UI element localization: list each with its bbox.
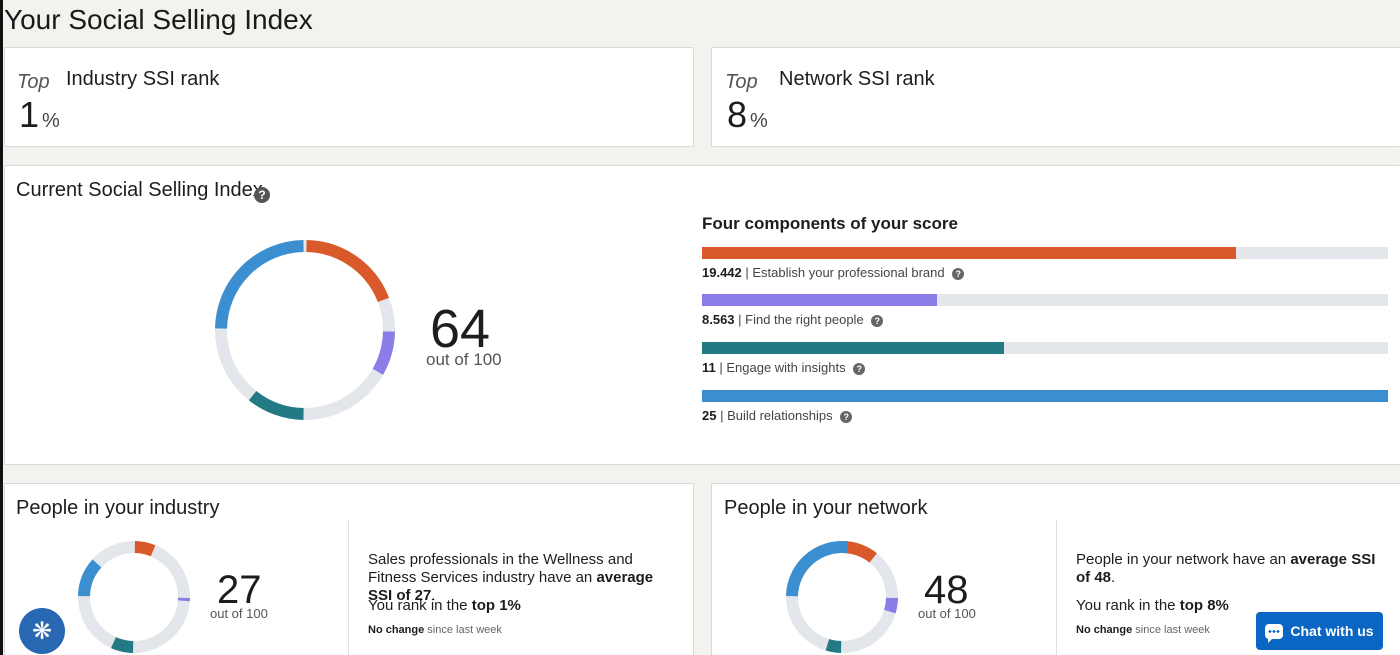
component-value: 25 (702, 408, 717, 423)
industry-people-card (4, 483, 694, 655)
left-edge-border (0, 0, 3, 655)
industry-description: Sales professionals in the Wellness and … (368, 551, 678, 605)
network-description: People in your network have an average S… (1076, 551, 1381, 587)
component-bar-fill (702, 247, 1236, 259)
industry-rank-prefix: You rank in the (368, 597, 472, 614)
network-donut-segments (786, 541, 898, 653)
current-ssi-out-of: out of 100 (426, 350, 502, 369)
donut-segment (78, 559, 102, 597)
industry-change-period: since last week (424, 624, 502, 636)
industry-change-status: No change (368, 624, 425, 636)
component-bar-fill (702, 390, 1388, 402)
help-icon[interactable]: ? (952, 268, 965, 280)
help-icon[interactable]: ? (853, 363, 866, 375)
donut-segment (372, 331, 395, 375)
industry-description-end: . (431, 587, 436, 604)
network-rank-number: 8 (727, 94, 748, 135)
component-label: 19.442 | Establish your professional bra… (702, 265, 965, 280)
current-ssi-title: Current Social Selling Index (16, 179, 263, 202)
floating-action-button[interactable]: ❋ (19, 608, 65, 654)
current-ssi-donut (215, 240, 395, 420)
network-rank-top: top 8% (1179, 597, 1229, 614)
network-donut (786, 541, 898, 653)
industry-average: average SSI of 27 (368, 569, 654, 604)
component-label: 25 | Build relationships ? (702, 408, 853, 423)
components-heading: Four components of your score (702, 214, 958, 233)
network-rank-top-label: Top (725, 71, 758, 93)
component-value: 8.563 (702, 312, 735, 327)
industry-description-text: Sales professionals in the Wellness and … (368, 551, 633, 586)
component-bar-track (702, 342, 1388, 354)
industry-rank-top-label: Top (17, 71, 50, 93)
network-rank-label: Network SSI rank (779, 68, 935, 90)
network-change-period: since last week (1132, 624, 1210, 636)
industry-out-of: out of 100 (210, 606, 268, 621)
component-bar-track (702, 247, 1388, 259)
network-people-title: People in your network (724, 497, 928, 519)
network-divider (1056, 520, 1057, 655)
chat-with-us-label: Chat with us (1290, 623, 1374, 639)
industry-change-line: No change since last week (368, 624, 502, 636)
donut-segment (111, 637, 134, 653)
component-label: 11 | Engage with insights ? (702, 360, 866, 375)
network-rank-card: Top Network SSI rank 8% (711, 47, 1400, 147)
current-ssi-score: 64 (430, 299, 491, 359)
component-value: 11 (702, 360, 716, 375)
component-bar-track (702, 390, 1388, 402)
current-ssi-donut-segments (215, 240, 395, 420)
donut-segment (842, 541, 877, 563)
network-change-status: No change (1076, 624, 1133, 636)
industry-donut (78, 541, 190, 653)
donut-segment (248, 390, 304, 420)
help-icon[interactable]: ? (871, 315, 884, 327)
donut-segment (215, 240, 304, 329)
component-text: | Establish your professional brand (741, 265, 949, 280)
network-description-end: . (1111, 569, 1116, 586)
donut-segment (825, 639, 842, 653)
help-icon[interactable]: ? (254, 187, 270, 203)
industry-rank-card: Top Industry SSI rank 1% (4, 47, 694, 147)
gear-icon: ❋ (31, 617, 53, 645)
network-rank-unit: % (750, 110, 768, 132)
industry-rank-unit: % (42, 110, 60, 132)
industry-rank-label: Industry SSI rank (66, 68, 220, 90)
current-ssi-title-text: Current Social Selling Index (16, 179, 263, 201)
component-value: 19.442 (702, 265, 742, 280)
network-rank-line: You rank in the top 8% (1076, 597, 1229, 614)
component-text: | Build relationships (716, 408, 837, 423)
component-label: 8.563 | Find the right people ? (702, 312, 884, 327)
industry-people-title: People in your industry (16, 497, 220, 519)
component-bar-track (702, 294, 1388, 306)
component-bar-fill (702, 294, 937, 306)
industry-rank-line: You rank in the top 1% (368, 597, 521, 614)
network-rank-prefix: You rank in the (1076, 597, 1180, 614)
industry-rank-value: 1% (19, 94, 60, 136)
industry-donut-segments (78, 541, 190, 653)
donut-segment (134, 541, 156, 557)
network-out-of: out of 100 (918, 606, 976, 621)
network-score: 48 (924, 568, 969, 612)
component-bar-fill (702, 342, 1004, 354)
component-text: | Find the right people (734, 312, 868, 327)
page-title: Your Social Selling Index (4, 4, 313, 35)
donut-segment (786, 541, 849, 597)
industry-rank-number: 1 (19, 94, 40, 135)
current-ssi-card (4, 165, 1400, 465)
industry-divider (348, 520, 349, 655)
network-change-line: No change since last week (1076, 624, 1210, 636)
network-description-text: People in your network have an (1076, 551, 1291, 568)
help-icon[interactable]: ? (840, 411, 853, 423)
chat-with-us-button[interactable]: Chat with us (1256, 612, 1383, 650)
industry-rank-top: top 1% (471, 597, 521, 614)
chat-bubble-icon (1265, 623, 1284, 643)
donut-track (78, 541, 190, 653)
industry-score: 27 (217, 568, 262, 612)
component-text: | Engage with insights (715, 360, 850, 375)
donut-segment (306, 240, 390, 303)
network-rank-value: 8% (727, 94, 768, 136)
donut-track (215, 240, 395, 420)
network-average: average SSI of 48 (1076, 551, 1376, 586)
donut-segment (884, 597, 898, 614)
